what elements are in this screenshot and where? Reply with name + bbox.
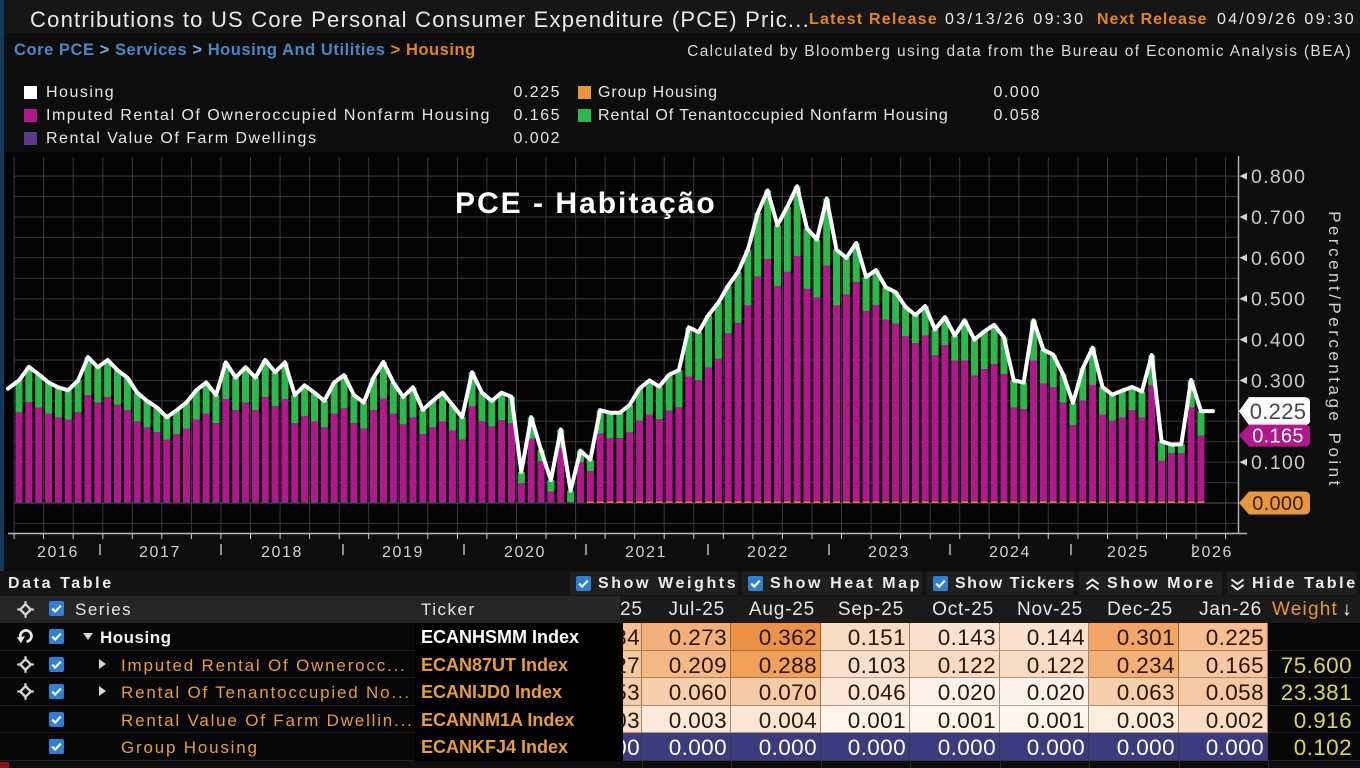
svg-text:2021: 2021: [625, 544, 667, 561]
svg-text:0.500: 0.500: [1251, 289, 1306, 311]
svg-text:0.300: 0.300: [1251, 370, 1306, 392]
svg-text:0.400: 0.400: [1251, 330, 1306, 352]
svg-text:2019: 2019: [382, 544, 424, 561]
svg-text:Percent/Percentage Point: Percent/Percentage Point: [1325, 211, 1344, 489]
svg-text:2018: 2018: [261, 544, 303, 561]
svg-text:2023: 2023: [868, 544, 910, 561]
svg-text:0.000: 0.000: [1252, 493, 1304, 515]
svg-text:0.700: 0.700: [1251, 207, 1306, 229]
svg-text:PCE - Habitação: PCE - Habitação: [455, 187, 717, 220]
svg-text:2024: 2024: [989, 544, 1031, 561]
svg-text:0.800: 0.800: [1251, 166, 1306, 188]
svg-text:2026: 2026: [1191, 544, 1233, 561]
svg-text:2016: 2016: [37, 544, 79, 561]
svg-text:2020: 2020: [504, 544, 546, 561]
svg-text:0.600: 0.600: [1251, 248, 1306, 270]
svg-text:2017: 2017: [139, 544, 181, 561]
svg-text:0.100: 0.100: [1251, 452, 1306, 474]
svg-text:0.225: 0.225: [1250, 399, 1307, 424]
svg-text:2025: 2025: [1107, 544, 1149, 561]
svg-text:0.165: 0.165: [1252, 426, 1304, 448]
svg-text:2022: 2022: [747, 544, 789, 561]
